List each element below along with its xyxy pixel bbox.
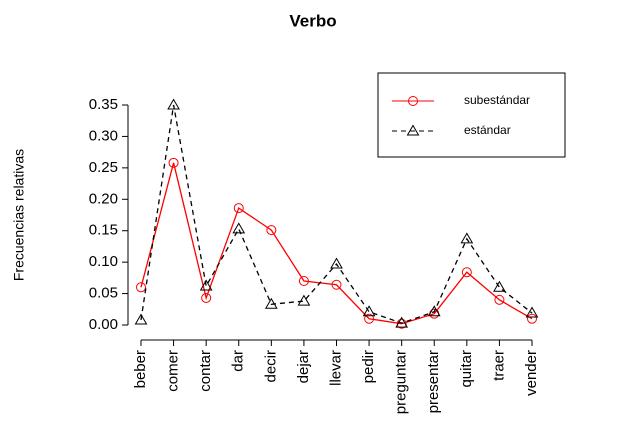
y-tick-label: 0.00 <box>89 316 118 333</box>
series-line <box>140 162 533 325</box>
y-tick-label: 0.35 <box>89 96 118 113</box>
x-tick-label: contar <box>197 350 214 392</box>
point <box>199 279 213 291</box>
y-tick-label: 0.20 <box>89 190 118 207</box>
y-tick-label: 0.05 <box>89 285 118 302</box>
legend-label: subestándar <box>464 93 530 107</box>
y-tick-label: 0.15 <box>89 222 118 239</box>
point <box>408 96 418 106</box>
y-tick-label: 0.30 <box>89 127 118 144</box>
point <box>395 316 409 328</box>
x-tick-label: decir <box>262 350 279 383</box>
point <box>427 305 441 317</box>
x-tick-label: quitar <box>458 350 475 388</box>
point <box>364 313 375 324</box>
point <box>494 294 505 305</box>
point <box>493 280 506 292</box>
series-line <box>140 104 533 324</box>
point <box>266 225 277 236</box>
y-tick-label: 0.10 <box>89 253 118 270</box>
point <box>232 222 246 234</box>
point <box>330 257 343 269</box>
legend-label: estándar <box>464 123 511 137</box>
x-tick-label: vender <box>523 350 540 396</box>
x-tick-label: presentar <box>425 350 442 413</box>
point <box>461 267 472 278</box>
point <box>233 203 244 214</box>
point <box>396 318 407 329</box>
x-tick-label: beber <box>132 350 149 388</box>
x-tick-label: pedir <box>360 350 377 383</box>
point <box>134 313 148 325</box>
x-tick-label: dar <box>230 350 247 372</box>
y-axis-label: Frecuencias relativas <box>11 149 27 281</box>
point <box>362 305 376 317</box>
point <box>331 279 342 290</box>
x-tick-label: dejar <box>295 350 312 383</box>
point <box>168 157 179 168</box>
point <box>460 232 474 244</box>
point <box>201 292 212 303</box>
point <box>527 313 537 324</box>
point <box>297 294 311 306</box>
x-tick-label: traer <box>490 350 507 381</box>
point <box>298 276 309 286</box>
point <box>525 306 539 318</box>
point <box>136 282 146 293</box>
chart-title: Verbo <box>289 11 336 30</box>
point <box>406 124 420 136</box>
point <box>264 297 278 309</box>
x-tick-label: llevar <box>327 350 344 386</box>
point <box>167 98 180 110</box>
legend-box <box>377 72 566 158</box>
y-tick-label: 0.25 <box>89 159 118 176</box>
x-tick-label: comer <box>165 350 182 392</box>
x-tick-label: preguntar <box>393 350 410 414</box>
